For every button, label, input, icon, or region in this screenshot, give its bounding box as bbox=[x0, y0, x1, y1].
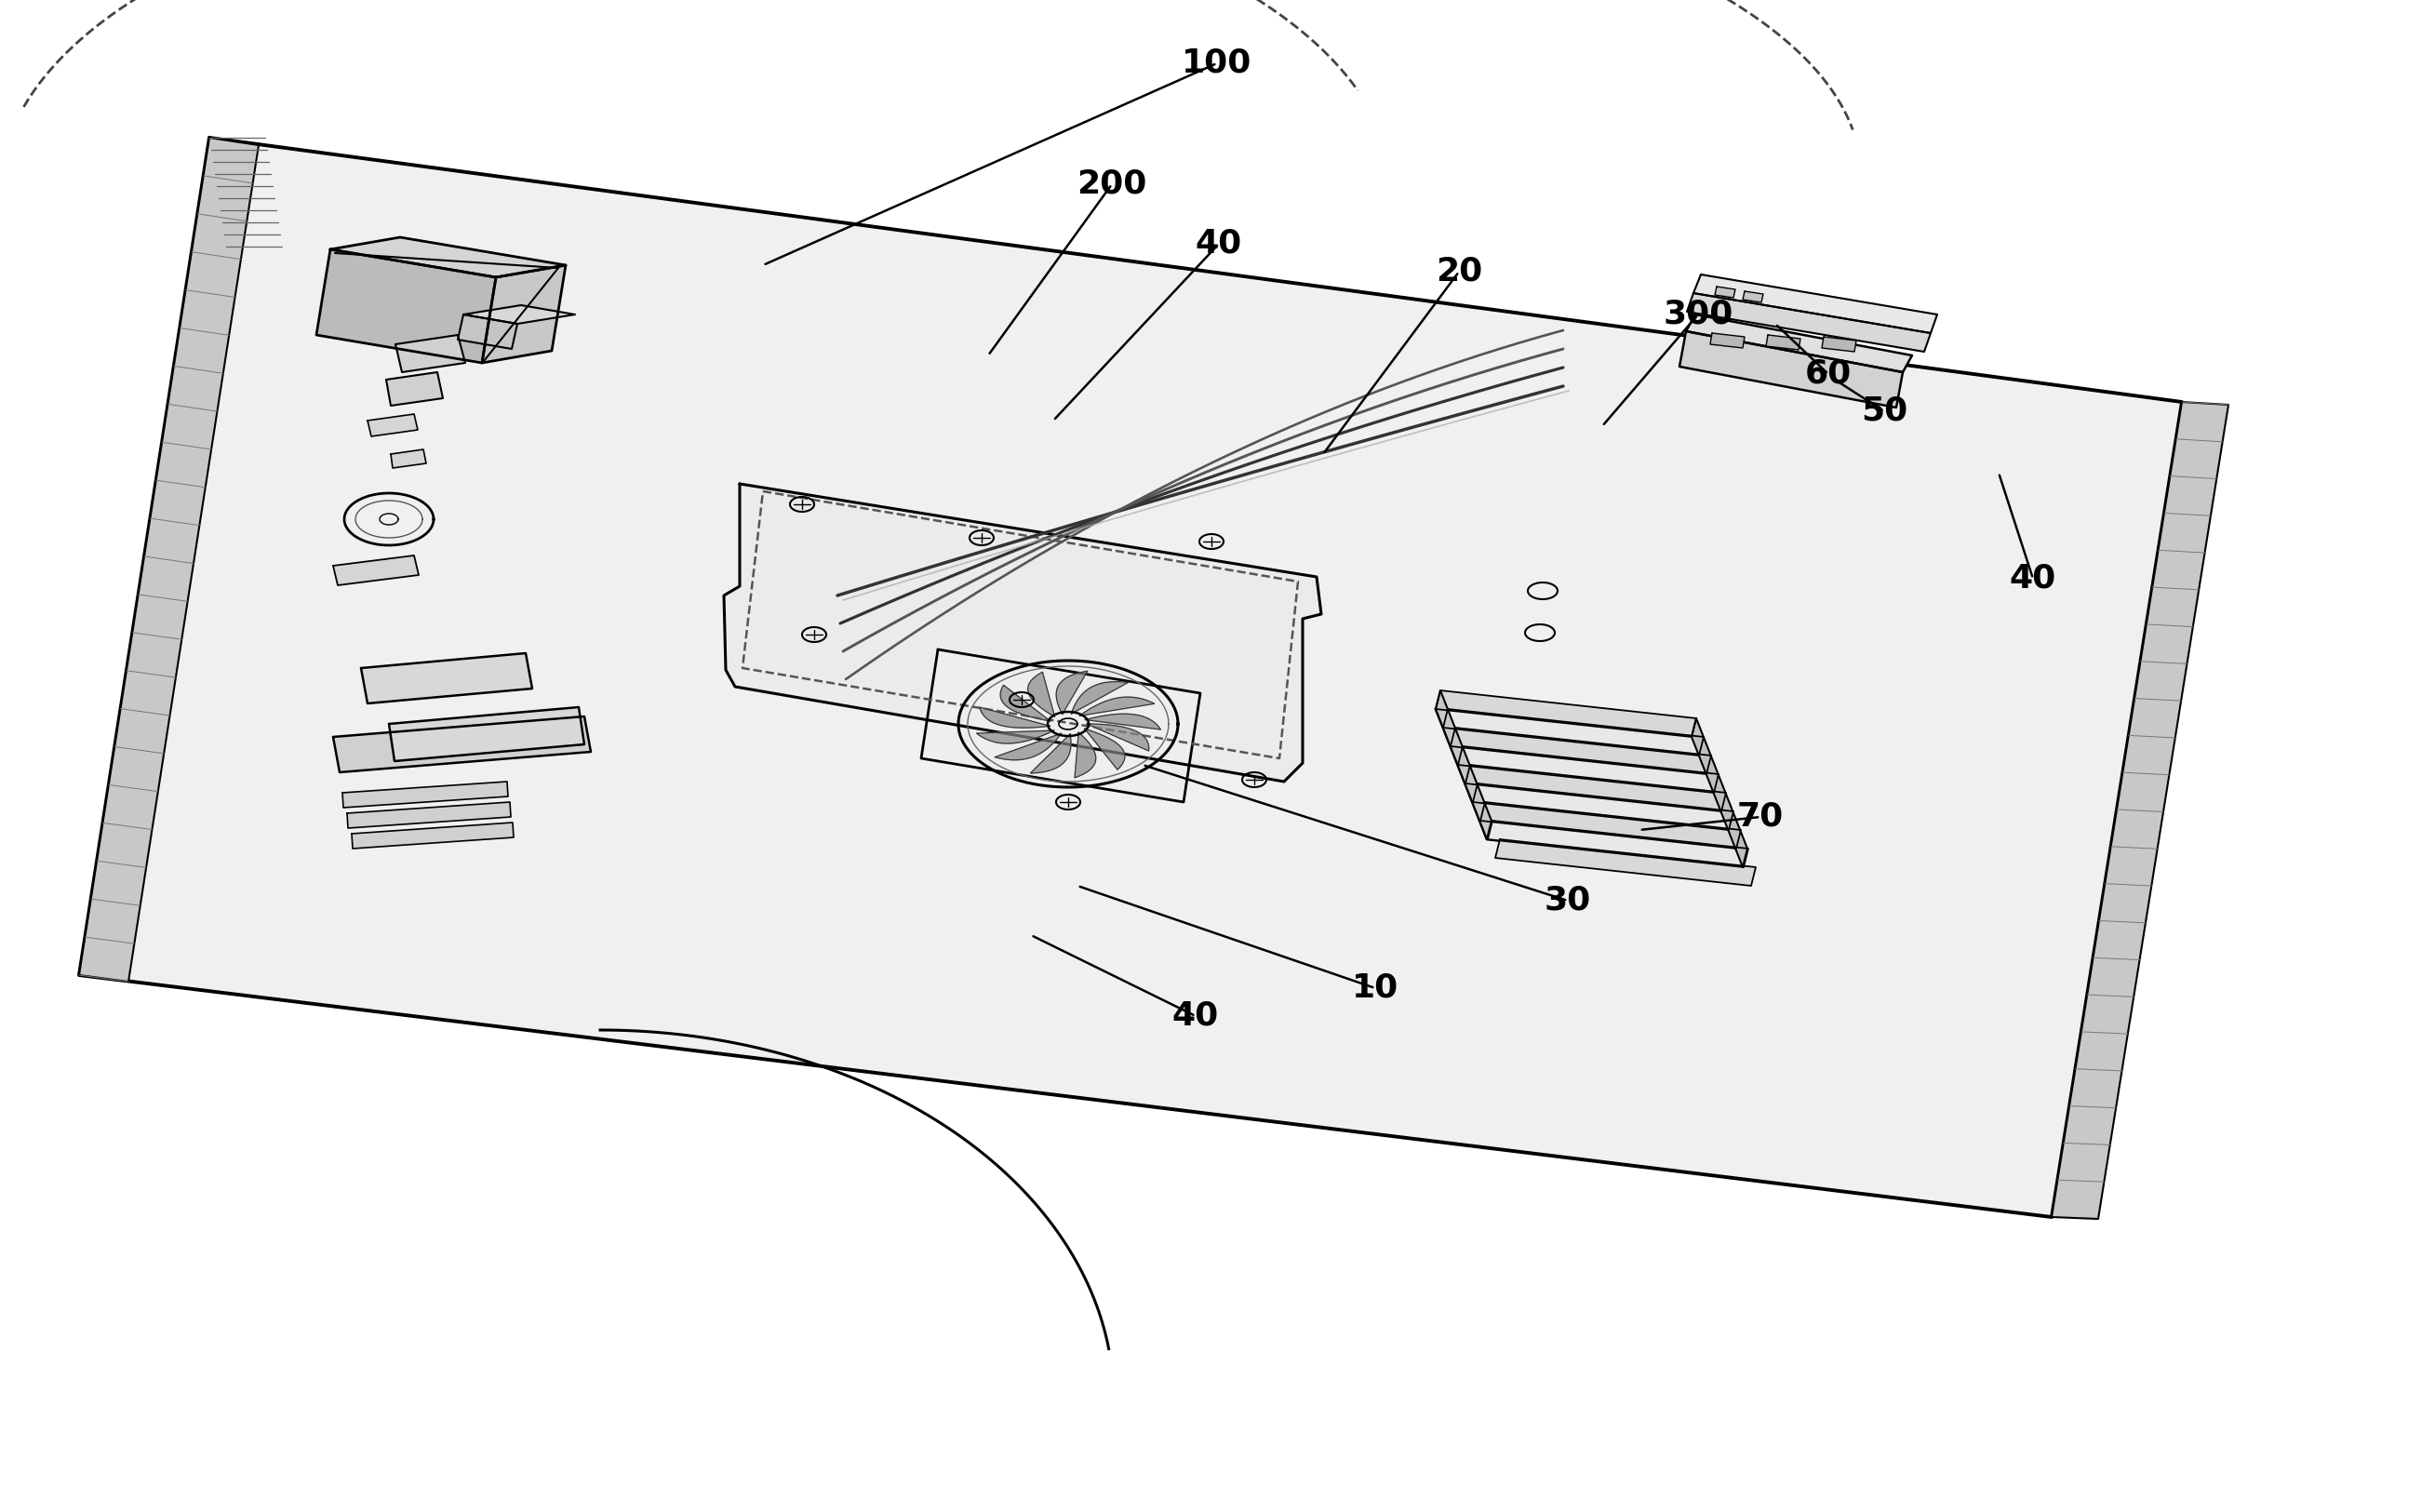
Polygon shape bbox=[1028, 671, 1054, 717]
Polygon shape bbox=[1444, 709, 1704, 756]
Polygon shape bbox=[1086, 724, 1149, 751]
Polygon shape bbox=[334, 717, 592, 773]
Polygon shape bbox=[317, 249, 497, 363]
Polygon shape bbox=[1495, 839, 1756, 886]
Polygon shape bbox=[1084, 729, 1125, 770]
Text: 40: 40 bbox=[1196, 228, 1242, 260]
Polygon shape bbox=[1079, 697, 1154, 715]
Polygon shape bbox=[390, 449, 426, 469]
Polygon shape bbox=[723, 484, 1322, 782]
Polygon shape bbox=[1714, 287, 1736, 298]
Polygon shape bbox=[1437, 691, 1697, 736]
Polygon shape bbox=[1480, 801, 1741, 848]
Polygon shape bbox=[368, 414, 419, 437]
Polygon shape bbox=[1488, 821, 1748, 868]
Polygon shape bbox=[920, 650, 1200, 801]
Polygon shape bbox=[976, 730, 1054, 744]
Polygon shape bbox=[394, 336, 465, 372]
Polygon shape bbox=[1071, 682, 1127, 714]
Polygon shape bbox=[1074, 732, 1096, 777]
Text: 50: 50 bbox=[1860, 396, 1907, 426]
Text: 200: 200 bbox=[1076, 168, 1147, 200]
Polygon shape bbox=[1821, 337, 1855, 352]
Polygon shape bbox=[387, 372, 443, 405]
Text: 20: 20 bbox=[1437, 256, 1483, 287]
Polygon shape bbox=[458, 314, 516, 349]
Polygon shape bbox=[463, 305, 575, 324]
Polygon shape bbox=[996, 733, 1062, 761]
Polygon shape bbox=[1086, 714, 1161, 730]
Polygon shape bbox=[1466, 765, 1726, 812]
Polygon shape bbox=[1437, 709, 1743, 868]
Polygon shape bbox=[1437, 691, 1493, 839]
Polygon shape bbox=[1743, 292, 1763, 302]
Text: 300: 300 bbox=[1663, 299, 1734, 330]
Polygon shape bbox=[1685, 314, 1911, 372]
Polygon shape bbox=[78, 138, 2182, 1217]
Polygon shape bbox=[360, 653, 533, 703]
Text: 100: 100 bbox=[1181, 47, 1252, 79]
Polygon shape bbox=[2053, 402, 2228, 1219]
Polygon shape bbox=[78, 138, 258, 981]
Polygon shape bbox=[1001, 685, 1049, 721]
Polygon shape bbox=[1459, 747, 1719, 792]
Polygon shape bbox=[334, 555, 419, 585]
Polygon shape bbox=[1030, 735, 1071, 773]
Polygon shape bbox=[351, 823, 514, 848]
Polygon shape bbox=[390, 708, 584, 761]
Text: 10: 10 bbox=[1351, 972, 1398, 1004]
Polygon shape bbox=[331, 237, 565, 277]
Text: 30: 30 bbox=[1544, 885, 1590, 916]
Polygon shape bbox=[1687, 293, 1931, 352]
Text: 70: 70 bbox=[1736, 801, 1785, 833]
Text: 40: 40 bbox=[2009, 562, 2058, 594]
Text: 60: 60 bbox=[1804, 358, 1851, 390]
Polygon shape bbox=[1680, 331, 1902, 408]
Polygon shape bbox=[482, 265, 565, 363]
Polygon shape bbox=[348, 801, 511, 829]
Polygon shape bbox=[1692, 718, 1748, 868]
Polygon shape bbox=[1451, 727, 1712, 774]
Polygon shape bbox=[979, 708, 1049, 727]
Polygon shape bbox=[1057, 671, 1088, 714]
Polygon shape bbox=[343, 782, 509, 807]
Polygon shape bbox=[1765, 336, 1799, 349]
Polygon shape bbox=[1709, 333, 1743, 348]
Polygon shape bbox=[1692, 275, 1938, 333]
Text: 40: 40 bbox=[1171, 1001, 1220, 1031]
Polygon shape bbox=[1473, 783, 1734, 830]
